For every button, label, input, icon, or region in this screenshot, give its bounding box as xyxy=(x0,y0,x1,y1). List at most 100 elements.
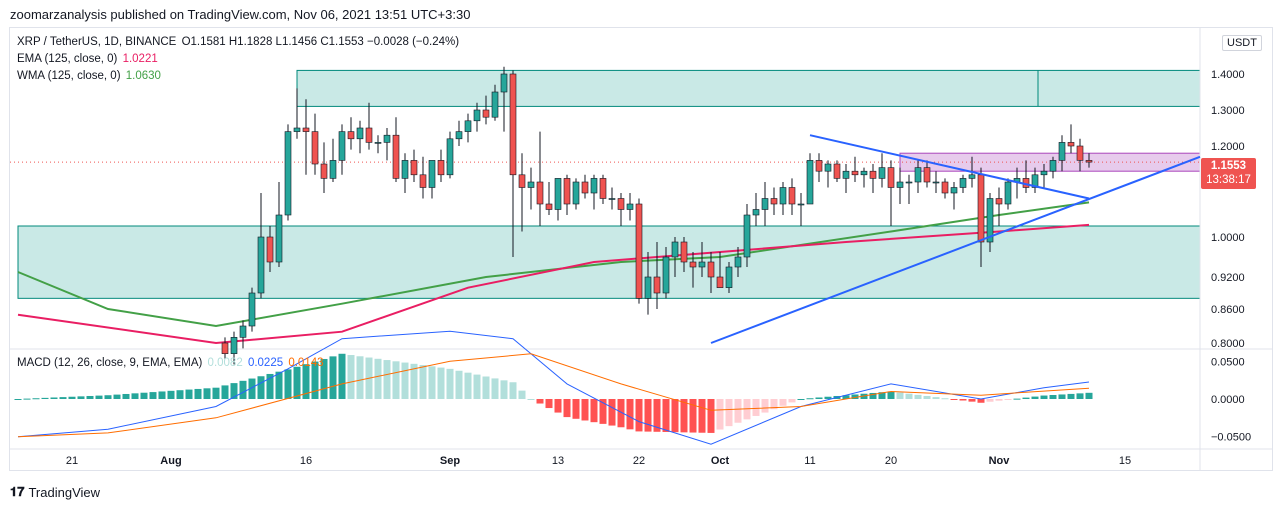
candle xyxy=(905,174,913,204)
macd-histogram-bar xyxy=(185,389,193,399)
trendline-0 xyxy=(809,134,1090,200)
candle-body xyxy=(410,160,418,176)
time-tick-label: Aug xyxy=(160,455,181,467)
candle-body xyxy=(374,142,382,144)
macd-histogram-bar xyxy=(68,396,76,399)
candle-body xyxy=(401,160,409,179)
macd-histogram-bar xyxy=(50,397,58,399)
publisher-header: zoomarzanalysis published on TradingView… xyxy=(10,7,471,22)
candle xyxy=(491,84,499,121)
candle-body xyxy=(500,73,508,93)
candle-body xyxy=(554,178,562,210)
candle xyxy=(392,117,400,182)
macd-histogram-bar xyxy=(131,393,139,399)
candle-body xyxy=(473,109,481,122)
candle xyxy=(275,182,283,267)
candle xyxy=(941,178,949,199)
legend-ema-row: EMA (125, close, 0) 1.0221 xyxy=(17,53,160,65)
candle-body xyxy=(869,170,877,179)
macd-tick-label: 0.0500 xyxy=(1211,356,1245,368)
macd-histogram-bar xyxy=(887,391,895,399)
macd-histogram-bar xyxy=(338,353,346,399)
candle-body xyxy=(347,131,355,140)
macd-histogram-bar xyxy=(293,366,301,399)
candle xyxy=(482,95,490,125)
macd-histogram-bar xyxy=(230,383,238,399)
candle-body xyxy=(896,181,904,188)
candle xyxy=(851,156,859,182)
candle xyxy=(734,247,742,277)
current-price: 1.1553 xyxy=(1210,160,1247,172)
candle xyxy=(464,113,472,143)
candle-body xyxy=(653,276,661,294)
candle xyxy=(221,337,229,359)
macd-histogram-bar xyxy=(410,363,418,399)
footer-brand[interactable]: TradingView xyxy=(28,484,101,500)
macd-histogram-bar xyxy=(536,399,544,404)
candle xyxy=(419,156,427,199)
macd-histogram-bar xyxy=(113,394,121,399)
macd-histogram-bar xyxy=(77,396,85,399)
candle xyxy=(770,187,778,215)
trendline-1 xyxy=(710,155,1201,344)
candle xyxy=(1004,178,1012,210)
macd-histogram-bar xyxy=(698,399,706,433)
price-tick-label: 1.3000 xyxy=(1211,105,1245,117)
candle-body xyxy=(563,178,571,205)
candle xyxy=(824,160,832,188)
macd-histogram-bar xyxy=(266,373,274,399)
candle-body xyxy=(491,91,499,118)
candle-body xyxy=(698,261,706,268)
candle-body xyxy=(914,167,922,183)
macd-histogram-bar xyxy=(959,399,967,401)
macd-histogram-bar xyxy=(428,366,436,399)
wma-value: 1.0630 xyxy=(125,70,161,82)
macd-histogram-bar xyxy=(905,393,913,399)
candle-body xyxy=(338,131,346,161)
candle-body xyxy=(221,342,229,354)
candle xyxy=(680,237,688,272)
candle-body xyxy=(293,127,301,132)
price-tick-label: 1.4000 xyxy=(1211,69,1245,81)
candle xyxy=(257,193,265,299)
currency-button[interactable]: USDT xyxy=(1222,35,1262,51)
macd-histogram-bar xyxy=(32,398,40,400)
candle-body xyxy=(1058,142,1066,161)
macd-histogram-bar xyxy=(1004,399,1012,400)
macd-histogram-bar xyxy=(176,390,184,399)
candle xyxy=(266,226,274,272)
ema-line xyxy=(17,223,1090,345)
candle xyxy=(950,182,958,210)
candle xyxy=(1085,153,1093,168)
candle xyxy=(329,138,337,182)
candle-body xyxy=(635,203,643,299)
time-tick-label: 16 xyxy=(300,455,312,467)
candle-body xyxy=(626,203,634,210)
macd-histogram-bar xyxy=(788,399,796,403)
candle xyxy=(662,247,670,299)
macd-histogram-bar xyxy=(941,398,949,400)
macd-histogram-bar xyxy=(1013,398,1021,400)
candle xyxy=(563,174,571,215)
macd-histogram-bar xyxy=(284,369,292,399)
macd-histogram-bar xyxy=(950,399,958,400)
zone-1 xyxy=(17,225,1201,299)
candle-body xyxy=(833,163,841,179)
candle xyxy=(743,204,751,267)
macd-histogram-bar xyxy=(1031,396,1039,399)
candle xyxy=(545,182,553,215)
macd-histogram-bar xyxy=(383,360,391,399)
candle xyxy=(932,171,940,193)
macd-histogram-bar xyxy=(824,396,832,399)
time-tick-label: Nov xyxy=(989,455,1011,467)
macd-histogram-bar xyxy=(194,388,202,399)
macd-histogram-bar xyxy=(140,392,148,399)
macd-histogram-bar xyxy=(869,392,877,399)
candle-body xyxy=(734,256,742,268)
candle-body xyxy=(977,174,985,243)
macd-histogram-bar xyxy=(842,395,850,399)
candle-body xyxy=(932,181,940,184)
candle-body xyxy=(878,167,886,179)
candle-body xyxy=(968,174,976,179)
